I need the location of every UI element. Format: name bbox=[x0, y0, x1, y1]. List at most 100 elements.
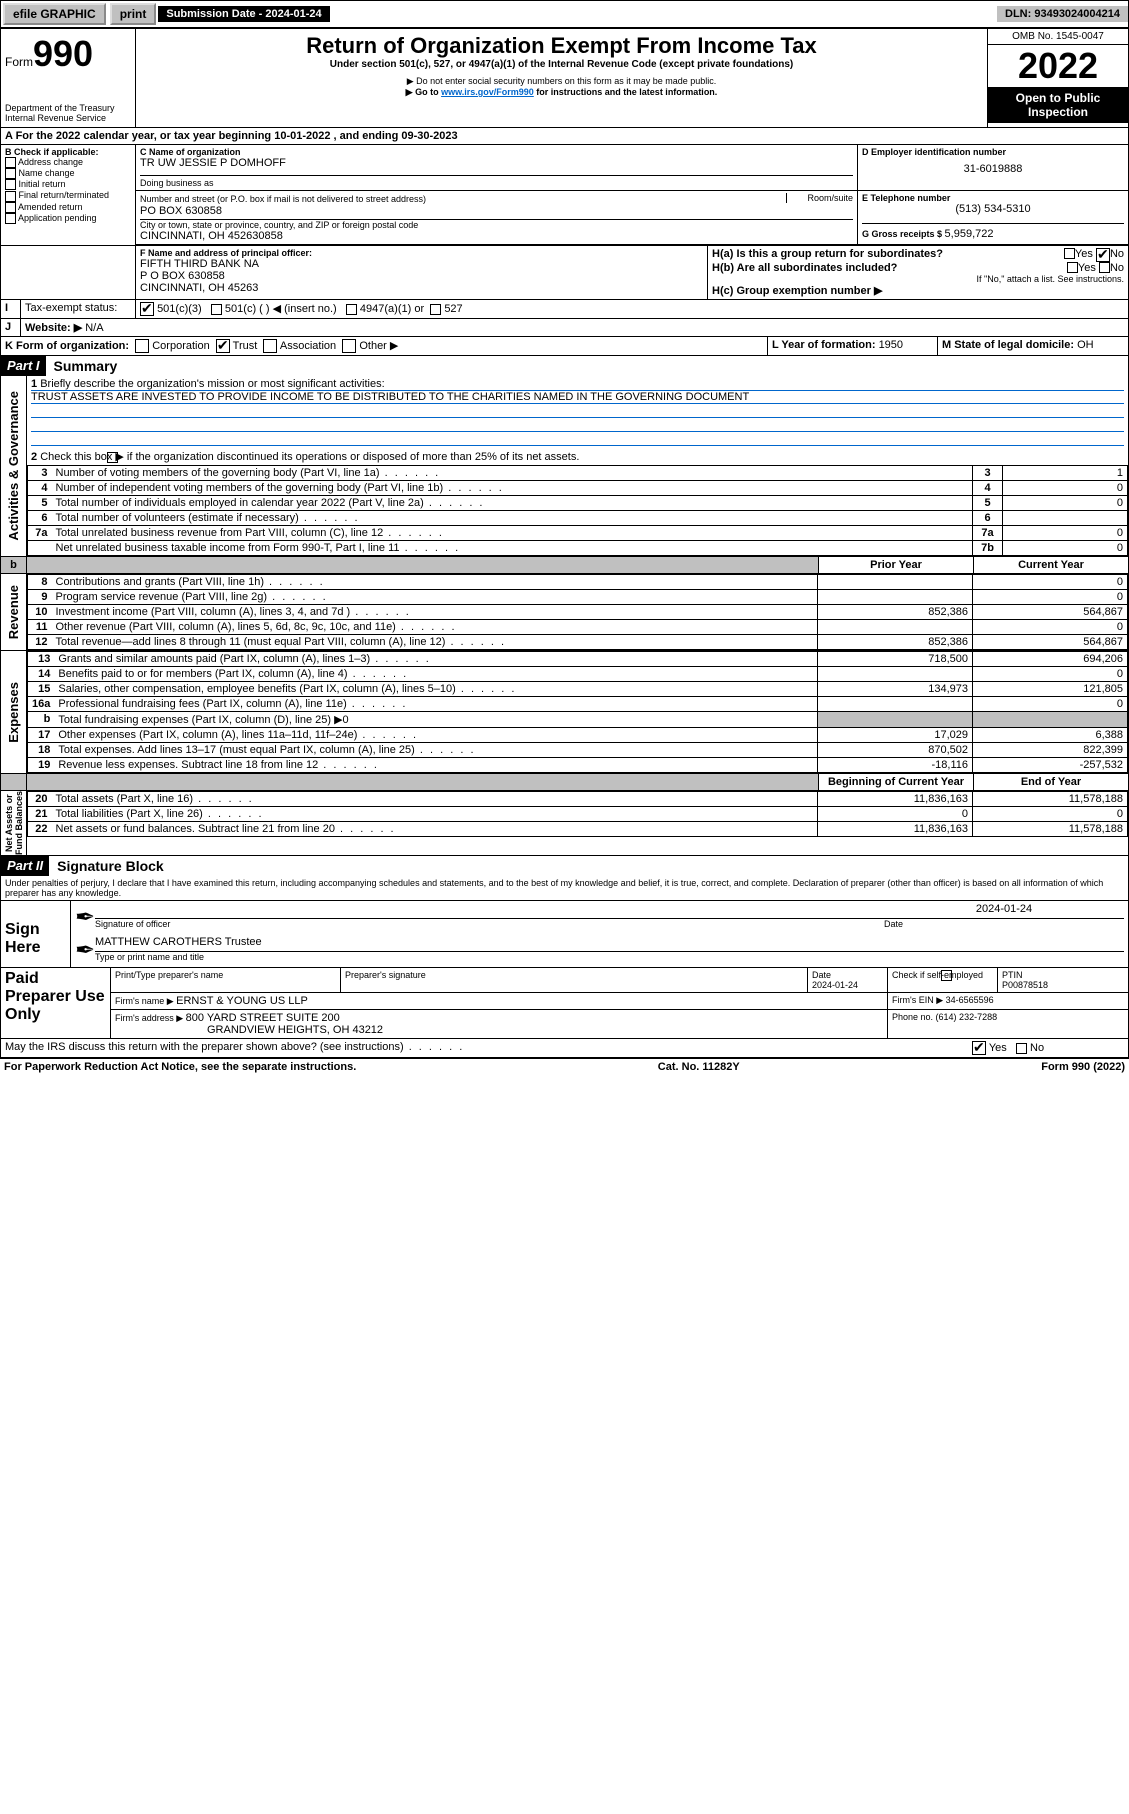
officer-l3: CINCINNATI, OH 45263 bbox=[140, 282, 703, 294]
box-g-label: G Gross receipts $ bbox=[862, 229, 945, 239]
side-netassets: Net Assets or Fund Balances bbox=[1, 791, 27, 855]
year-formation: 1950 bbox=[879, 339, 903, 351]
omb-number: OMB No. 1545-0047 bbox=[988, 29, 1128, 45]
officer-l1: FIFTH THIRD BANK NA bbox=[140, 258, 703, 270]
q1-label: Briefly describe the organization's miss… bbox=[40, 378, 384, 390]
footer-right: Form 990 (2022) bbox=[1041, 1061, 1125, 1073]
k-opt[interactable] bbox=[342, 339, 356, 353]
line-a: A For the 2022 calendar year, or tax yea… bbox=[0, 128, 1129, 145]
boxb-opt[interactable] bbox=[5, 191, 16, 202]
discuss-row: May the IRS discuss this return with the… bbox=[0, 1039, 1129, 1058]
org-name: TR UW JESSIE P DOMHOFF bbox=[140, 157, 853, 169]
boxb-opt[interactable] bbox=[5, 202, 16, 213]
open-inspection: Open to Public Inspection bbox=[988, 87, 1128, 123]
line-k-label: K Form of organization: bbox=[5, 340, 129, 352]
phone-value: (513) 534-5310 bbox=[862, 203, 1124, 215]
netassets-table: 20Total assets (Part X, line 16)11,836,1… bbox=[27, 791, 1128, 837]
k-opt[interactable] bbox=[135, 339, 149, 353]
col-preparer-sig: Preparer's signature bbox=[341, 968, 808, 992]
efile-button[interactable]: efile GRAPHIC bbox=[3, 3, 106, 25]
sign-here-label: Sign Here bbox=[1, 901, 71, 967]
hb-no[interactable] bbox=[1099, 262, 1110, 273]
dept-label: Department of the Treasury bbox=[5, 103, 131, 113]
ha-yes[interactable] bbox=[1064, 248, 1075, 259]
firm-name: ERNST & YOUNG US LLP bbox=[176, 995, 308, 1007]
527-check[interactable] bbox=[430, 304, 441, 315]
room-label: Room/suite bbox=[786, 193, 853, 203]
501c-check[interactable] bbox=[211, 304, 222, 315]
city-label: City or town, state or province, country… bbox=[140, 220, 853, 230]
part1-header: Part I Summary bbox=[0, 356, 1129, 376]
side-revenue: Revenue bbox=[1, 574, 27, 650]
name-title-label: Type or print name and title bbox=[95, 952, 1124, 962]
k-opt[interactable] bbox=[216, 339, 230, 353]
street-address: PO BOX 630858 bbox=[140, 205, 853, 217]
side-activities: Activities & Governance bbox=[1, 376, 27, 556]
side-b-shaded: b bbox=[1, 557, 27, 573]
governance-table: 3Number of voting members of the governi… bbox=[27, 465, 1128, 556]
hb-yes[interactable] bbox=[1067, 262, 1078, 273]
box-b-label: B Check if applicable: bbox=[5, 147, 131, 157]
revenue-table: 8Contributions and grants (Part VIII, li… bbox=[27, 574, 1128, 650]
form-header: Form990 Department of the Treasury Inter… bbox=[0, 28, 1129, 128]
entity-block: B Check if applicable: Address change Na… bbox=[0, 145, 1129, 246]
discuss-yes[interactable] bbox=[972, 1041, 986, 1055]
officer-name: MATTHEW CAROTHERS Trustee bbox=[95, 936, 1124, 952]
subtitle-1: Under section 501(c), 527, or 4947(a)(1)… bbox=[140, 59, 983, 70]
website-value: N/A bbox=[85, 322, 103, 334]
box-c-label: C Name of organization bbox=[140, 147, 853, 157]
boxb-opt[interactable] bbox=[5, 168, 16, 179]
irs-label: Internal Revenue Service bbox=[5, 113, 131, 123]
irs-link[interactable]: www.irs.gov/Form990 bbox=[441, 87, 534, 97]
ha-label: H(a) Is this a group return for subordin… bbox=[712, 248, 1064, 262]
col-begin: Beginning of Current Year bbox=[818, 774, 973, 790]
sig-date: 2024-01-24 bbox=[884, 903, 1124, 919]
gross-receipts: 5,959,722 bbox=[945, 228, 994, 240]
hb-label: H(b) Are all subordinates included? bbox=[712, 262, 1067, 274]
dln-label: DLN: 93493024004214 bbox=[997, 6, 1128, 22]
top-toolbar: efile GRAPHIC print Submission Date - 20… bbox=[0, 0, 1129, 28]
col-prior: Prior Year bbox=[818, 557, 973, 573]
subtitle-3: ▶ Go to www.irs.gov/Form990 for instruct… bbox=[140, 87, 983, 98]
tax-year: 2022 bbox=[988, 45, 1128, 87]
part1-body: Activities & Governance 1 Briefly descri… bbox=[0, 376, 1129, 557]
addr-label: Number and street (or P.O. box if mail i… bbox=[140, 194, 426, 204]
form-word: Form bbox=[5, 55, 33, 69]
officer-block: F Name and address of principal officer:… bbox=[0, 246, 1129, 300]
print-button[interactable]: print bbox=[110, 3, 157, 25]
hc-label: H(c) Group exemption number ▶ bbox=[712, 284, 1124, 297]
prep-date: 2024-01-24 bbox=[812, 980, 858, 990]
mission-text: TRUST ASSETS ARE INVESTED TO PROVIDE INC… bbox=[31, 391, 749, 403]
self-employed-check[interactable] bbox=[941, 970, 952, 981]
hb-note: If "No," attach a list. See instructions… bbox=[712, 274, 1124, 284]
boxb-opt[interactable] bbox=[5, 213, 16, 224]
4947-check[interactable] bbox=[346, 304, 357, 315]
expenses-table: 13Grants and similar amounts paid (Part … bbox=[27, 651, 1128, 773]
side-expenses: Expenses bbox=[1, 651, 27, 773]
sig-officer-label: Signature of officer bbox=[95, 919, 884, 929]
box-d-label: D Employer identification number bbox=[862, 147, 1124, 157]
footer-mid: Cat. No. 11282Y bbox=[658, 1061, 740, 1073]
ptin-value: P00878518 bbox=[1002, 980, 1048, 990]
ha-no[interactable] bbox=[1096, 248, 1110, 262]
501c3-check[interactable] bbox=[140, 302, 154, 316]
ein-value: 31-6019888 bbox=[862, 163, 1124, 175]
tax-status-label: Tax-exempt status: bbox=[21, 300, 136, 318]
dba-label: Doing business as bbox=[140, 178, 853, 188]
sign-here-block: Sign Here ✒ Signature of officer 2024-01… bbox=[0, 901, 1129, 968]
box-e-label: E Telephone number bbox=[862, 193, 1124, 203]
paid-preparer-label: Paid Preparer Use Only bbox=[1, 968, 111, 1038]
revenue-block: b Prior Year Current Year bbox=[0, 557, 1129, 574]
line-j: J Website: ▶ N/A bbox=[0, 319, 1129, 337]
boxb-opt[interactable] bbox=[5, 179, 16, 190]
q2-label: Check this box ▶ if the organization dis… bbox=[40, 451, 579, 463]
q2-check[interactable] bbox=[107, 452, 118, 463]
part2-header: Part II Signature Block bbox=[0, 856, 1129, 876]
state-domicile: OH bbox=[1077, 339, 1094, 351]
k-opt[interactable] bbox=[263, 339, 277, 353]
line-i: I Tax-exempt status: 501(c)(3) 501(c) ( … bbox=[0, 300, 1129, 319]
paid-preparer-block: Paid Preparer Use Only Print/Type prepar… bbox=[0, 968, 1129, 1039]
boxb-opt[interactable] bbox=[5, 157, 16, 168]
discuss-no[interactable] bbox=[1016, 1043, 1027, 1054]
date-label: Date bbox=[884, 919, 1124, 929]
